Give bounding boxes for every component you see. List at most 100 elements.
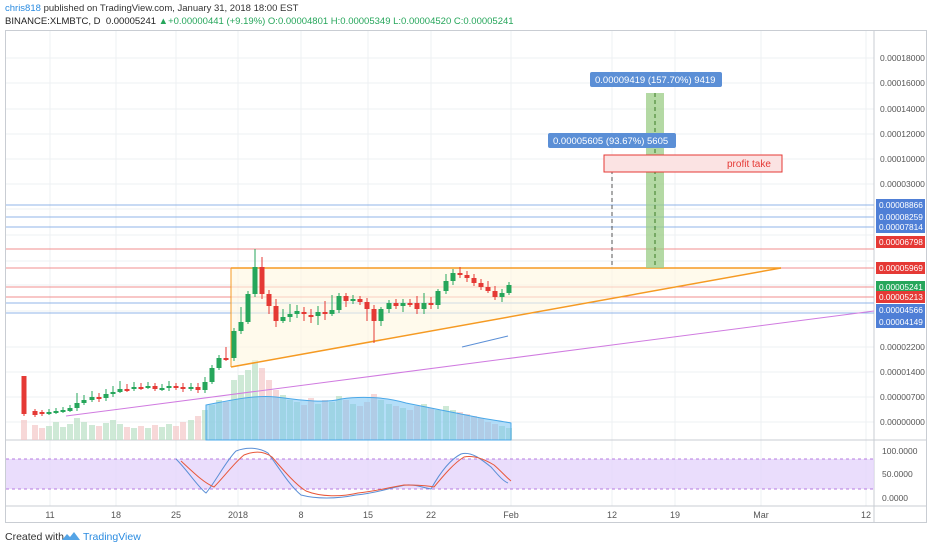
profit-take-zone[interactable]: profit take (603, 154, 783, 173)
svg-text:0.00009419 (157.70%) 9419: 0.00009419 (157.70%) 9419 (595, 75, 715, 86)
stochastic-pane (6, 447, 874, 499)
tradingview-brand[interactable]: TradingView (83, 531, 141, 543)
time-tick-label: 19 (670, 510, 680, 520)
price-tag: 0.00004566 (876, 304, 925, 316)
volume-average-area (205, 396, 512, 441)
volume-bar (131, 428, 137, 440)
candle (74, 393, 80, 411)
footer: Created with TradingView (0, 524, 932, 550)
volume-bar (124, 427, 130, 440)
price-tag: 0.00004149 (876, 316, 925, 328)
svg-text:0.00005969: 0.00005969 (879, 263, 923, 273)
volume-bar (117, 424, 123, 440)
candle (280, 309, 286, 323)
mid-target-label[interactable]: 0.00005605 (93.67%) 5605 (548, 133, 676, 148)
candle (287, 304, 293, 322)
volume-bar (53, 422, 59, 440)
volume-bar (145, 428, 151, 440)
candle (450, 269, 456, 285)
svg-text:0.00004149: 0.00004149 (879, 317, 923, 327)
candle (67, 405, 73, 412)
time-axis[interactable]: 11 18 25 2018 8 15 22 Feb 12 19 Mar 12 (45, 510, 871, 520)
candle (428, 297, 434, 309)
price-tick-label: 0.00012000 (880, 129, 925, 139)
candle (485, 281, 491, 293)
time-tick-label: 2018 (228, 510, 248, 520)
candle (378, 307, 384, 326)
time-tick-label: 12 (607, 510, 617, 520)
volume-bar (188, 420, 194, 440)
candle (506, 282, 512, 295)
candle (364, 298, 370, 321)
volume-bar (81, 422, 87, 440)
candle (81, 395, 87, 405)
author-link[interactable]: chris818 (5, 3, 41, 14)
time-tick-label: 18 (111, 510, 121, 520)
candle (209, 365, 215, 384)
tradingview-logo-icon (62, 532, 80, 540)
candle (60, 407, 66, 413)
candle (343, 293, 349, 307)
candle (478, 279, 484, 290)
price-axis[interactable]: 0.00018000 0.00016000 0.00014000 0.00012000… (880, 53, 925, 427)
long-trendline (65, 310, 875, 417)
candle (400, 299, 406, 312)
symbol-name[interactable]: BINANCE:XLMBTC, D (5, 16, 101, 27)
volume-bar (46, 426, 52, 440)
last-price: 0.00005241 (105, 16, 157, 27)
price-change: +0.00000441 (+9.19%) (168, 16, 266, 27)
volume-bar (180, 422, 186, 440)
price-target-projection (611, 93, 664, 268)
price-tick-label: 0.00002200 (880, 342, 925, 352)
publish-date: published on TradingView.com, January 31… (43, 3, 299, 14)
candle (145, 382, 151, 389)
candle (21, 376, 27, 416)
candle (443, 274, 449, 294)
time-tick-label: Mar (753, 510, 769, 520)
candle (308, 309, 314, 323)
candle (138, 383, 144, 390)
target-label[interactable]: 0.00009419 (157.70%) 9419 (590, 72, 722, 87)
svg-text:0.00006798: 0.00006798 (879, 237, 923, 247)
candle (294, 305, 300, 318)
oscillator-tick-label: 100.0000 (882, 446, 918, 456)
svg-text:0.00008259: 0.00008259 (879, 212, 923, 222)
chart-header: chris818 published on TradingView.com, J… (0, 0, 932, 30)
symbol-info: BINANCE:XLMBTC, D 0.00005241 ▲+0.0000044… (5, 16, 514, 27)
volume-bar (74, 418, 80, 440)
oscillator-tick-label: 0.0000 (882, 493, 908, 503)
time-tick-label: 12 (861, 510, 871, 520)
volume-bar (21, 420, 27, 440)
time-tick-label: 25 (171, 510, 181, 520)
time-tick-label: 15 (363, 510, 373, 520)
time-tick-label: 22 (426, 510, 436, 520)
volume-bar (67, 424, 73, 440)
candle (350, 295, 356, 304)
svg-text:0.00005605 (93.67%) 5605: 0.00005605 (93.67%) 5605 (553, 136, 668, 147)
candle (96, 393, 102, 402)
chart-area[interactable]: profit take 0.00009419 (157.70%) 9419 0.… (5, 30, 927, 523)
volume-bar (110, 420, 116, 440)
volume-bar (32, 425, 38, 440)
profit-take-label: profit take (727, 159, 771, 170)
price-tick-label: 0.00003000 (880, 179, 925, 189)
svg-text:0.00005213: 0.00005213 (879, 292, 923, 302)
candle (329, 295, 335, 316)
oscillator-axis: 100.0000 50.0000 0.0000 (882, 446, 918, 503)
oscillator-tick-label: 50.0000 (882, 469, 913, 479)
candle (386, 300, 392, 313)
volume-bar (195, 416, 201, 440)
time-tick-label: 8 (298, 510, 303, 520)
candle (231, 328, 237, 361)
svg-text:0.00007814: 0.00007814 (879, 222, 923, 232)
candle (464, 271, 470, 282)
candle (499, 289, 505, 302)
candle (110, 386, 116, 397)
candle (202, 377, 208, 393)
candle (421, 293, 427, 314)
candle (245, 291, 251, 324)
candle (46, 409, 52, 415)
candle (259, 257, 265, 299)
candle (301, 307, 307, 321)
